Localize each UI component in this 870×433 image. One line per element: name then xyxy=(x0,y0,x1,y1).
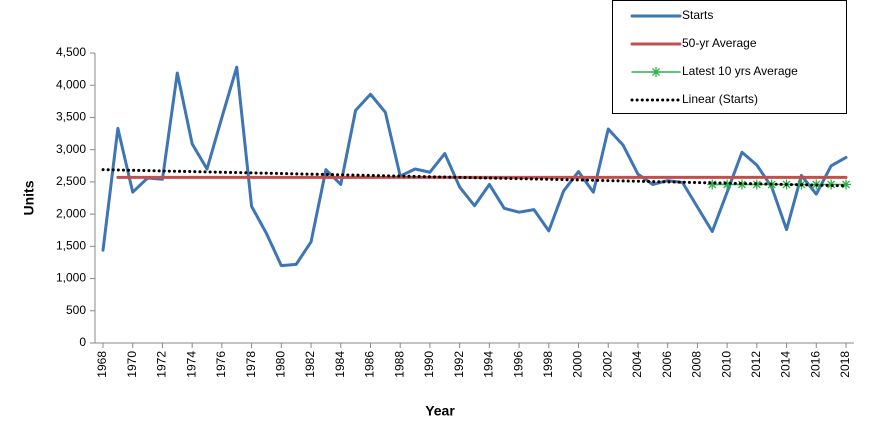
y-tick-label: 1,000 xyxy=(56,271,86,285)
x-tick-label: 1978 xyxy=(244,351,258,378)
series-line xyxy=(101,168,848,188)
legend-label: Latest 10 yrs Average xyxy=(682,64,798,78)
y-tick-label: 0 xyxy=(79,335,86,349)
marker xyxy=(707,179,718,190)
legend-label: Linear (Starts) xyxy=(682,92,758,106)
y-tick-label: 4,000 xyxy=(56,77,86,91)
marker xyxy=(736,179,747,190)
x-tick-label: 1972 xyxy=(155,351,169,378)
y-tick-label: 3,500 xyxy=(56,110,86,124)
x-tick-label: 1994 xyxy=(482,351,496,378)
series-line xyxy=(101,65,848,268)
x-tick-label: 1980 xyxy=(273,351,287,378)
x-tick-label: 2016 xyxy=(808,351,822,378)
x-tick-label: 1974 xyxy=(184,351,198,378)
x-tick-label: 2006 xyxy=(660,351,674,378)
x-tick-label: 1996 xyxy=(511,351,525,378)
x-tick-label: 1968 xyxy=(95,351,109,378)
x-tick-label: 1990 xyxy=(422,351,436,378)
x-tick-label: 2014 xyxy=(779,351,793,378)
marker xyxy=(651,67,661,77)
y-tick-label: 2,000 xyxy=(56,206,86,220)
x-tick-label: 2004 xyxy=(630,351,644,378)
x-tick-label: 2002 xyxy=(600,351,614,378)
y-tick-label: 3,000 xyxy=(56,142,86,156)
x-tick-label: 1988 xyxy=(392,351,406,378)
marker xyxy=(841,179,851,190)
x-tick-label: 1976 xyxy=(214,351,228,378)
x-axis-title: Year xyxy=(425,403,455,419)
legend-label: Starts xyxy=(682,8,713,22)
x-tick-label: 2010 xyxy=(719,351,733,378)
x-tick-label: 1986 xyxy=(363,351,377,378)
legend-label: 50-yr Average xyxy=(682,36,757,50)
y-tick-label: 4,500 xyxy=(56,45,86,59)
marker xyxy=(722,179,733,190)
x-tick-label: 2000 xyxy=(571,351,585,378)
x-tick-label: 1970 xyxy=(125,351,139,378)
y-tick-label: 500 xyxy=(66,303,86,317)
legend-box xyxy=(612,0,847,114)
x-tick-label: 1992 xyxy=(452,351,466,378)
x-tick-label: 2012 xyxy=(749,351,763,378)
y-tick-label: 1,500 xyxy=(56,239,86,253)
x-tick-label: 2008 xyxy=(690,351,704,378)
y-axis-title: Units xyxy=(21,180,37,215)
x-tick-label: 1998 xyxy=(541,351,555,378)
y-tick-label: 2,500 xyxy=(56,174,86,188)
x-tick-label: 2018 xyxy=(838,351,852,378)
x-tick-label: 1982 xyxy=(303,351,317,378)
x-tick-label: 1984 xyxy=(333,351,347,378)
